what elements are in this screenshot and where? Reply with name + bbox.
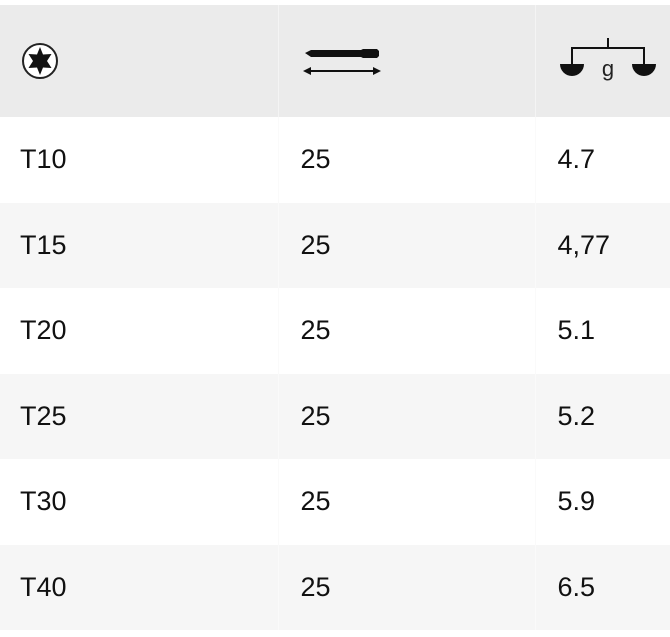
table-row: T10 25 4.7 [0,117,670,203]
size-cell: T20 [20,315,67,346]
spec-table: g T10 25 4.7 T15 25 4,77 T20 25 5.1 T25 … [0,5,670,630]
length-cell: 25 [277,544,535,630]
weight-scale-icon: g [559,38,656,81]
header-weight: g [534,5,670,117]
size-cell: T25 [0,373,278,459]
table-row: T25 25 5.2 [0,373,670,459]
weight-cell: 4,77 [534,202,670,288]
table-row: T30 25 5.9 [0,459,670,545]
length-cell: 25 [277,117,535,203]
size-cell: T30 [20,486,67,517]
length-cell: 25 [277,459,535,545]
bit-length-icon [302,49,381,75]
header-torx [0,5,278,117]
table-row: T20 25 5.1 [0,288,670,374]
table-row: T15 25 4,77 [0,202,670,288]
length-cell: 25 [277,373,535,459]
size-cell: T10 [20,144,67,175]
torx-drive-icon [22,43,58,79]
size-cell: T40 [0,544,278,630]
length-cell: 25 [277,288,535,374]
weight-cell: 5.2 [534,373,670,459]
table-row: T40 25 6.5 [0,544,670,630]
header-length [277,5,535,117]
weight-cell: 5.9 [534,459,670,545]
length-cell: 25 [277,202,535,288]
size-cell: T15 [0,202,278,288]
weight-cell: 5.1 [534,288,670,374]
weight-cell: 4.7 [534,117,670,203]
weight-unit-label: g [601,56,613,81]
weight-cell: 6.5 [534,544,670,630]
header-row: g [0,5,670,117]
